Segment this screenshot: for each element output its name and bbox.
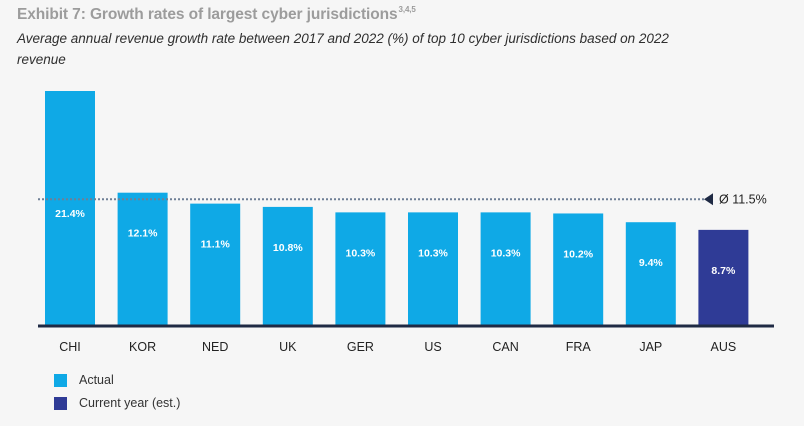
bar-chart: 21.4% CHI 12.1% KOR 11.1% NED 10.8% UK 10.3% GER 1… [38, 91, 774, 354]
bar-ned [190, 203, 241, 325]
tick-label-ned: NED [202, 340, 228, 354]
chart-title: Exhibit 7: Growth rates of largest cyber… [17, 5, 416, 24]
data-label-kor: 12.1% [128, 228, 158, 240]
average-label: Ø 11.5% [719, 192, 767, 206]
data-label-ned: 11.1% [201, 239, 231, 251]
bar-kor [117, 192, 168, 325]
tick-label-can: CAN [492, 340, 518, 354]
chart-title-text: Exhibit 7: Growth rates of largest cyber… [17, 6, 398, 23]
data-label-aus: 8.7% [711, 265, 736, 277]
data-label-us: 10.3% [418, 247, 448, 259]
bar-can [480, 212, 531, 325]
bar-jap [625, 222, 676, 325]
data-label-fra: 10.2% [563, 248, 593, 260]
tick-label-us: US [424, 340, 441, 354]
data-label-chi: 21.4% [55, 208, 85, 220]
tick-label-kor: KOR [129, 340, 156, 354]
data-label-uk: 10.8% [273, 242, 303, 254]
average-marker-icon [704, 193, 713, 206]
legend-swatch-actual [54, 373, 67, 387]
tick-label-uk: UK [279, 340, 297, 354]
bar-fra [553, 213, 604, 325]
legend-swatch-current-year [54, 396, 67, 410]
bar-uk [262, 206, 313, 325]
tick-label-chi: CHI [59, 340, 81, 354]
data-label-can: 10.3% [491, 247, 521, 259]
data-label-ger: 10.3% [346, 247, 376, 259]
tick-label-fra: FRA [566, 340, 592, 354]
data-label-jap: 9.4% [639, 257, 664, 269]
legend: Actual Current year (est.) [54, 369, 180, 415]
title-footnote-refs: 3,4,5 [398, 5, 416, 14]
tick-label-aus: AUS [711, 340, 737, 354]
legend-item-current-year: Current year (est.) [54, 392, 180, 414]
legend-item-actual: Actual [54, 369, 180, 391]
bar-ger [335, 212, 386, 325]
chart-subtitle: Average annual revenue growth rate betwe… [17, 31, 669, 67]
bar-us [408, 212, 458, 325]
tick-label-jap: JAP [639, 340, 662, 354]
bar-chi [45, 91, 95, 325]
bar-aus [698, 229, 749, 325]
legend-label-current-year: Current year (est.) [79, 396, 181, 410]
legend-label-actual: Actual [79, 373, 114, 387]
tick-label-ger: GER [347, 340, 374, 354]
